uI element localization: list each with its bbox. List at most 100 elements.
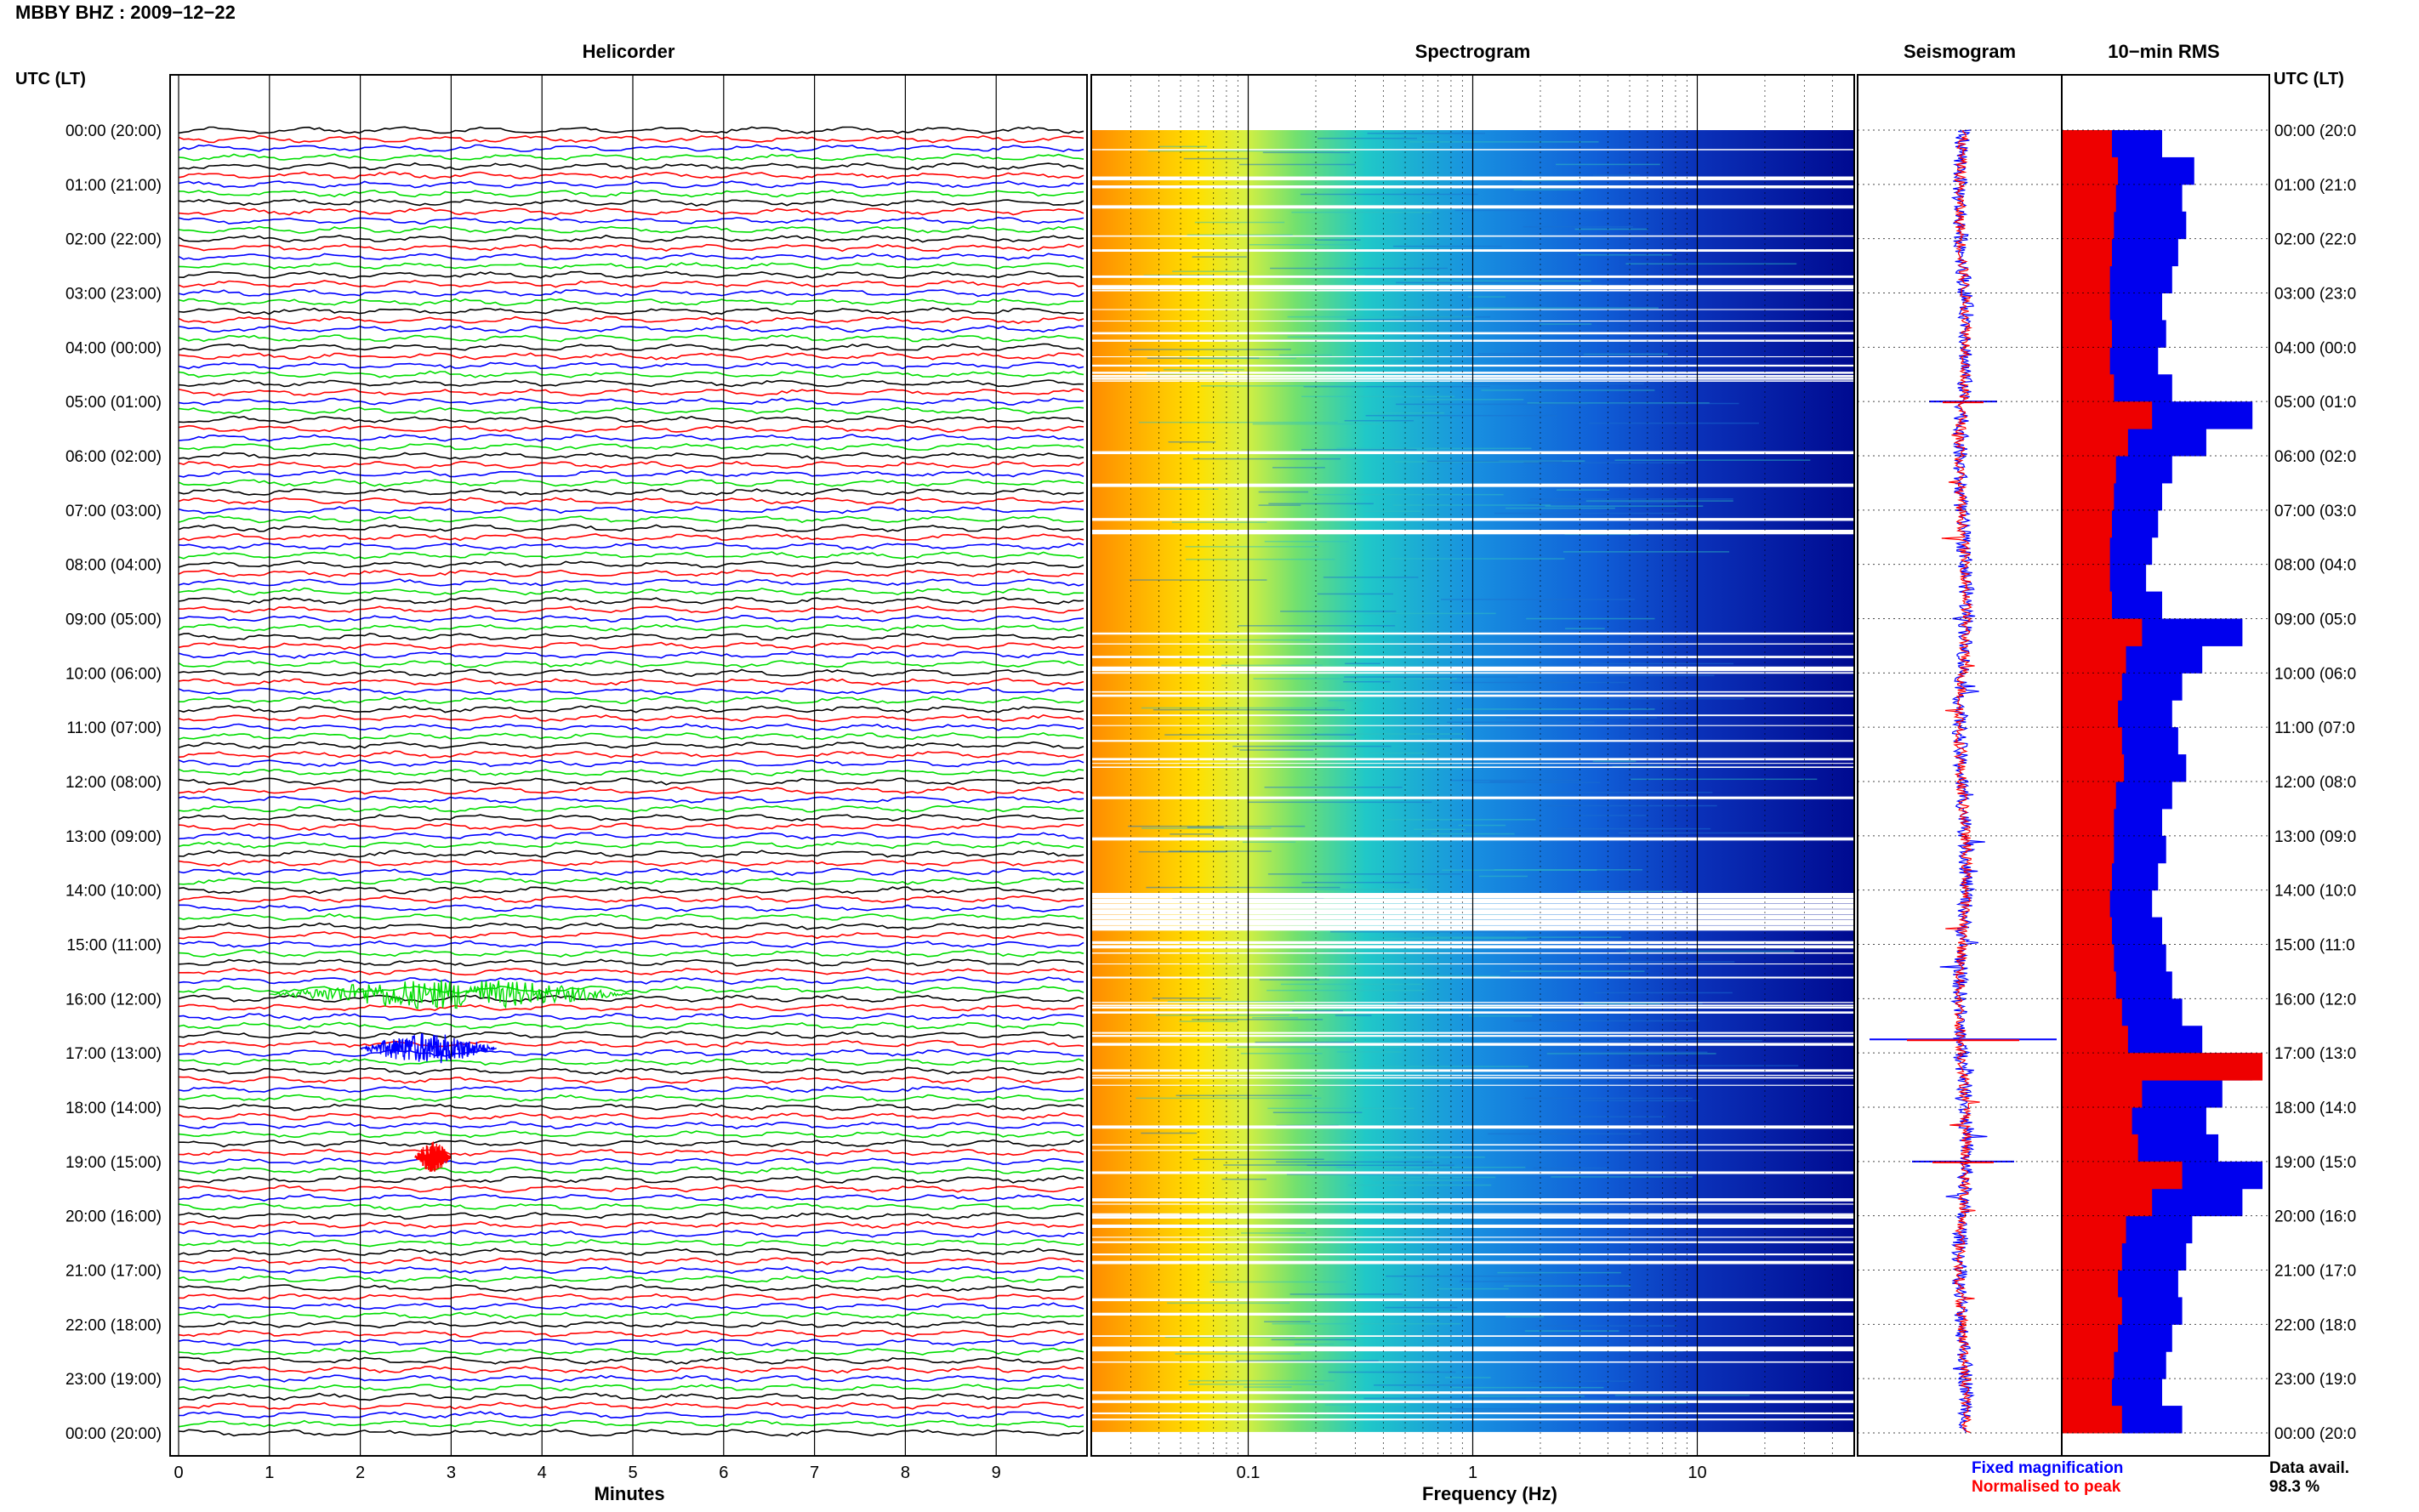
spectrogram-speckle <box>1546 1053 1716 1054</box>
helicorder-trace <box>178 859 1084 867</box>
helicorder-trace <box>178 1284 1084 1293</box>
helicorder-trace <box>178 1003 1084 1012</box>
helicorder-trace <box>178 1058 1084 1066</box>
time-label-left: 07:00 (03:00) <box>65 503 162 520</box>
spectrogram-speckle <box>1460 1281 1555 1282</box>
rms-bar-normalised <box>2062 890 2110 918</box>
spectrogram-speckle <box>1192 1019 1323 1020</box>
spectrogram-speckle <box>1533 1167 1608 1169</box>
spectrogram-speckle <box>1210 1281 1346 1283</box>
spectrogram-speckle <box>1392 245 1502 247</box>
helicorder-trace <box>178 1374 1084 1383</box>
spectrogram-speckle <box>1264 540 1349 543</box>
helicorder-trace <box>178 243 1084 253</box>
spectrogram-speckle <box>1631 1065 1799 1066</box>
spectrogram-speckle <box>1170 833 1214 835</box>
minute-tick-label: 1 <box>265 1464 274 1482</box>
helicorder-trace <box>178 867 1084 877</box>
spectrogram-speckle <box>1369 937 1528 940</box>
helicorder-trace <box>178 361 1084 370</box>
rms-bar-normalised <box>2062 782 2116 810</box>
helicorder-trace <box>178 1320 1084 1329</box>
time-label-left: 22:00 (18:00) <box>65 1316 162 1334</box>
spectrogram-speckle <box>1272 467 1325 469</box>
spectrogram-speckle <box>1442 869 1597 871</box>
data-avail-value: 98.3 % <box>2269 1478 2320 1496</box>
spectrogram-speckle <box>1397 1003 1520 1004</box>
helicorder-trace <box>178 452 1084 460</box>
spectrogram-speckle <box>1239 163 1356 166</box>
helicorder-trace <box>178 840 1084 850</box>
helicorder-trace <box>178 1185 1084 1193</box>
spectrogram-speckle <box>1529 1380 1634 1382</box>
spectrogram-speckle <box>1355 767 1471 770</box>
helicorder-trace <box>178 144 1084 153</box>
helicorder-trace <box>178 1121 1084 1130</box>
spectrogram-speckle <box>1188 1384 1324 1385</box>
time-label-left: 18:00 (14:00) <box>65 1100 162 1117</box>
spectrogram-speckle <box>1129 349 1291 350</box>
spectrogram-speckle <box>1164 368 1244 371</box>
helicorder-trace <box>178 225 1084 234</box>
time-label-right: 00:00 (20:0 <box>2274 122 2356 140</box>
rms-bar-normalised <box>2062 754 2125 782</box>
helicorder-trace <box>178 814 1084 822</box>
spectrogram-speckle <box>1335 1015 1372 1016</box>
helicorder-trace <box>178 614 1084 623</box>
spectrogram-speckle <box>1167 1001 1295 1003</box>
helicorder-trace <box>178 1411 1084 1419</box>
spectrogram-speckle <box>1329 975 1500 977</box>
helicorder-trace <box>178 1175 1084 1184</box>
time-label-left: 06:00 (02:00) <box>65 448 162 466</box>
helicorder-trace <box>178 198 1084 207</box>
helicorder-trace <box>178 1084 1084 1094</box>
spectrogram-speckle <box>1186 558 1335 560</box>
spectrogram-speckle <box>1141 827 1272 829</box>
spectrogram-speckle <box>1564 533 1639 536</box>
time-label-right: 08:00 (04:0 <box>2274 557 2356 575</box>
helicorder-trace <box>178 424 1084 433</box>
spectrogram-speckle <box>1574 228 1648 230</box>
spectrogram-speckle <box>1526 617 1655 620</box>
spectrogram-speckle <box>1164 1336 1295 1338</box>
rms-bar-normalised <box>2062 862 2112 891</box>
helicorder-trace <box>178 1049 1084 1057</box>
spectrogram-speckle <box>1264 787 1403 788</box>
spectrogram-speckle <box>1146 886 1340 889</box>
spectrogram-speckle <box>1535 1325 1676 1327</box>
helicorder-trace <box>178 623 1084 632</box>
spectrogram-speckle <box>1513 1020 1700 1022</box>
helicorder-trace <box>178 533 1084 542</box>
helicorder-trace <box>178 434 1084 442</box>
spectrogram-speckle <box>1289 1293 1403 1295</box>
spectrogram-speckle <box>1252 423 1386 425</box>
spectrogram-speckle <box>1413 828 1466 830</box>
spectrogram-speckle <box>1192 1158 1324 1161</box>
helicorder-trace <box>178 234 1084 243</box>
helicorder-trace <box>178 1103 1084 1111</box>
time-label-right: 14:00 (10:0 <box>2274 883 2356 901</box>
helicorder-trace <box>178 388 1084 397</box>
minute-tick-label: 9 <box>992 1464 1001 1482</box>
helicorder-trace <box>178 506 1084 514</box>
helicorder-trace <box>178 1094 1084 1103</box>
spectrogram-speckle <box>1390 558 1565 560</box>
time-label-right: 01:00 (21:0 <box>2274 177 2356 195</box>
spectrogram-speckle <box>1386 1275 1553 1277</box>
rms-bar-normalised <box>2062 293 2110 321</box>
spectrogram-speckle <box>1301 448 1417 451</box>
helicorder-trace <box>178 578 1084 587</box>
spectrogram-speckle <box>1295 1343 1335 1345</box>
spectrogram-speckle <box>1241 1232 1306 1234</box>
helicorder-trace <box>178 334 1084 343</box>
spectrogram-speckle <box>1477 353 1665 355</box>
helicorder-trace <box>178 270 1084 279</box>
time-label-left: 05:00 (01:00) <box>65 394 162 412</box>
spectrogram-speckle <box>1287 336 1386 338</box>
helicorder-trace <box>178 668 1084 678</box>
time-label-right: 06:00 (02:0 <box>2274 448 2356 466</box>
spectrogram-speckle <box>1631 778 1818 781</box>
helicorder-trace <box>178 994 1084 1003</box>
spectrogram-speckle <box>1392 504 1551 506</box>
